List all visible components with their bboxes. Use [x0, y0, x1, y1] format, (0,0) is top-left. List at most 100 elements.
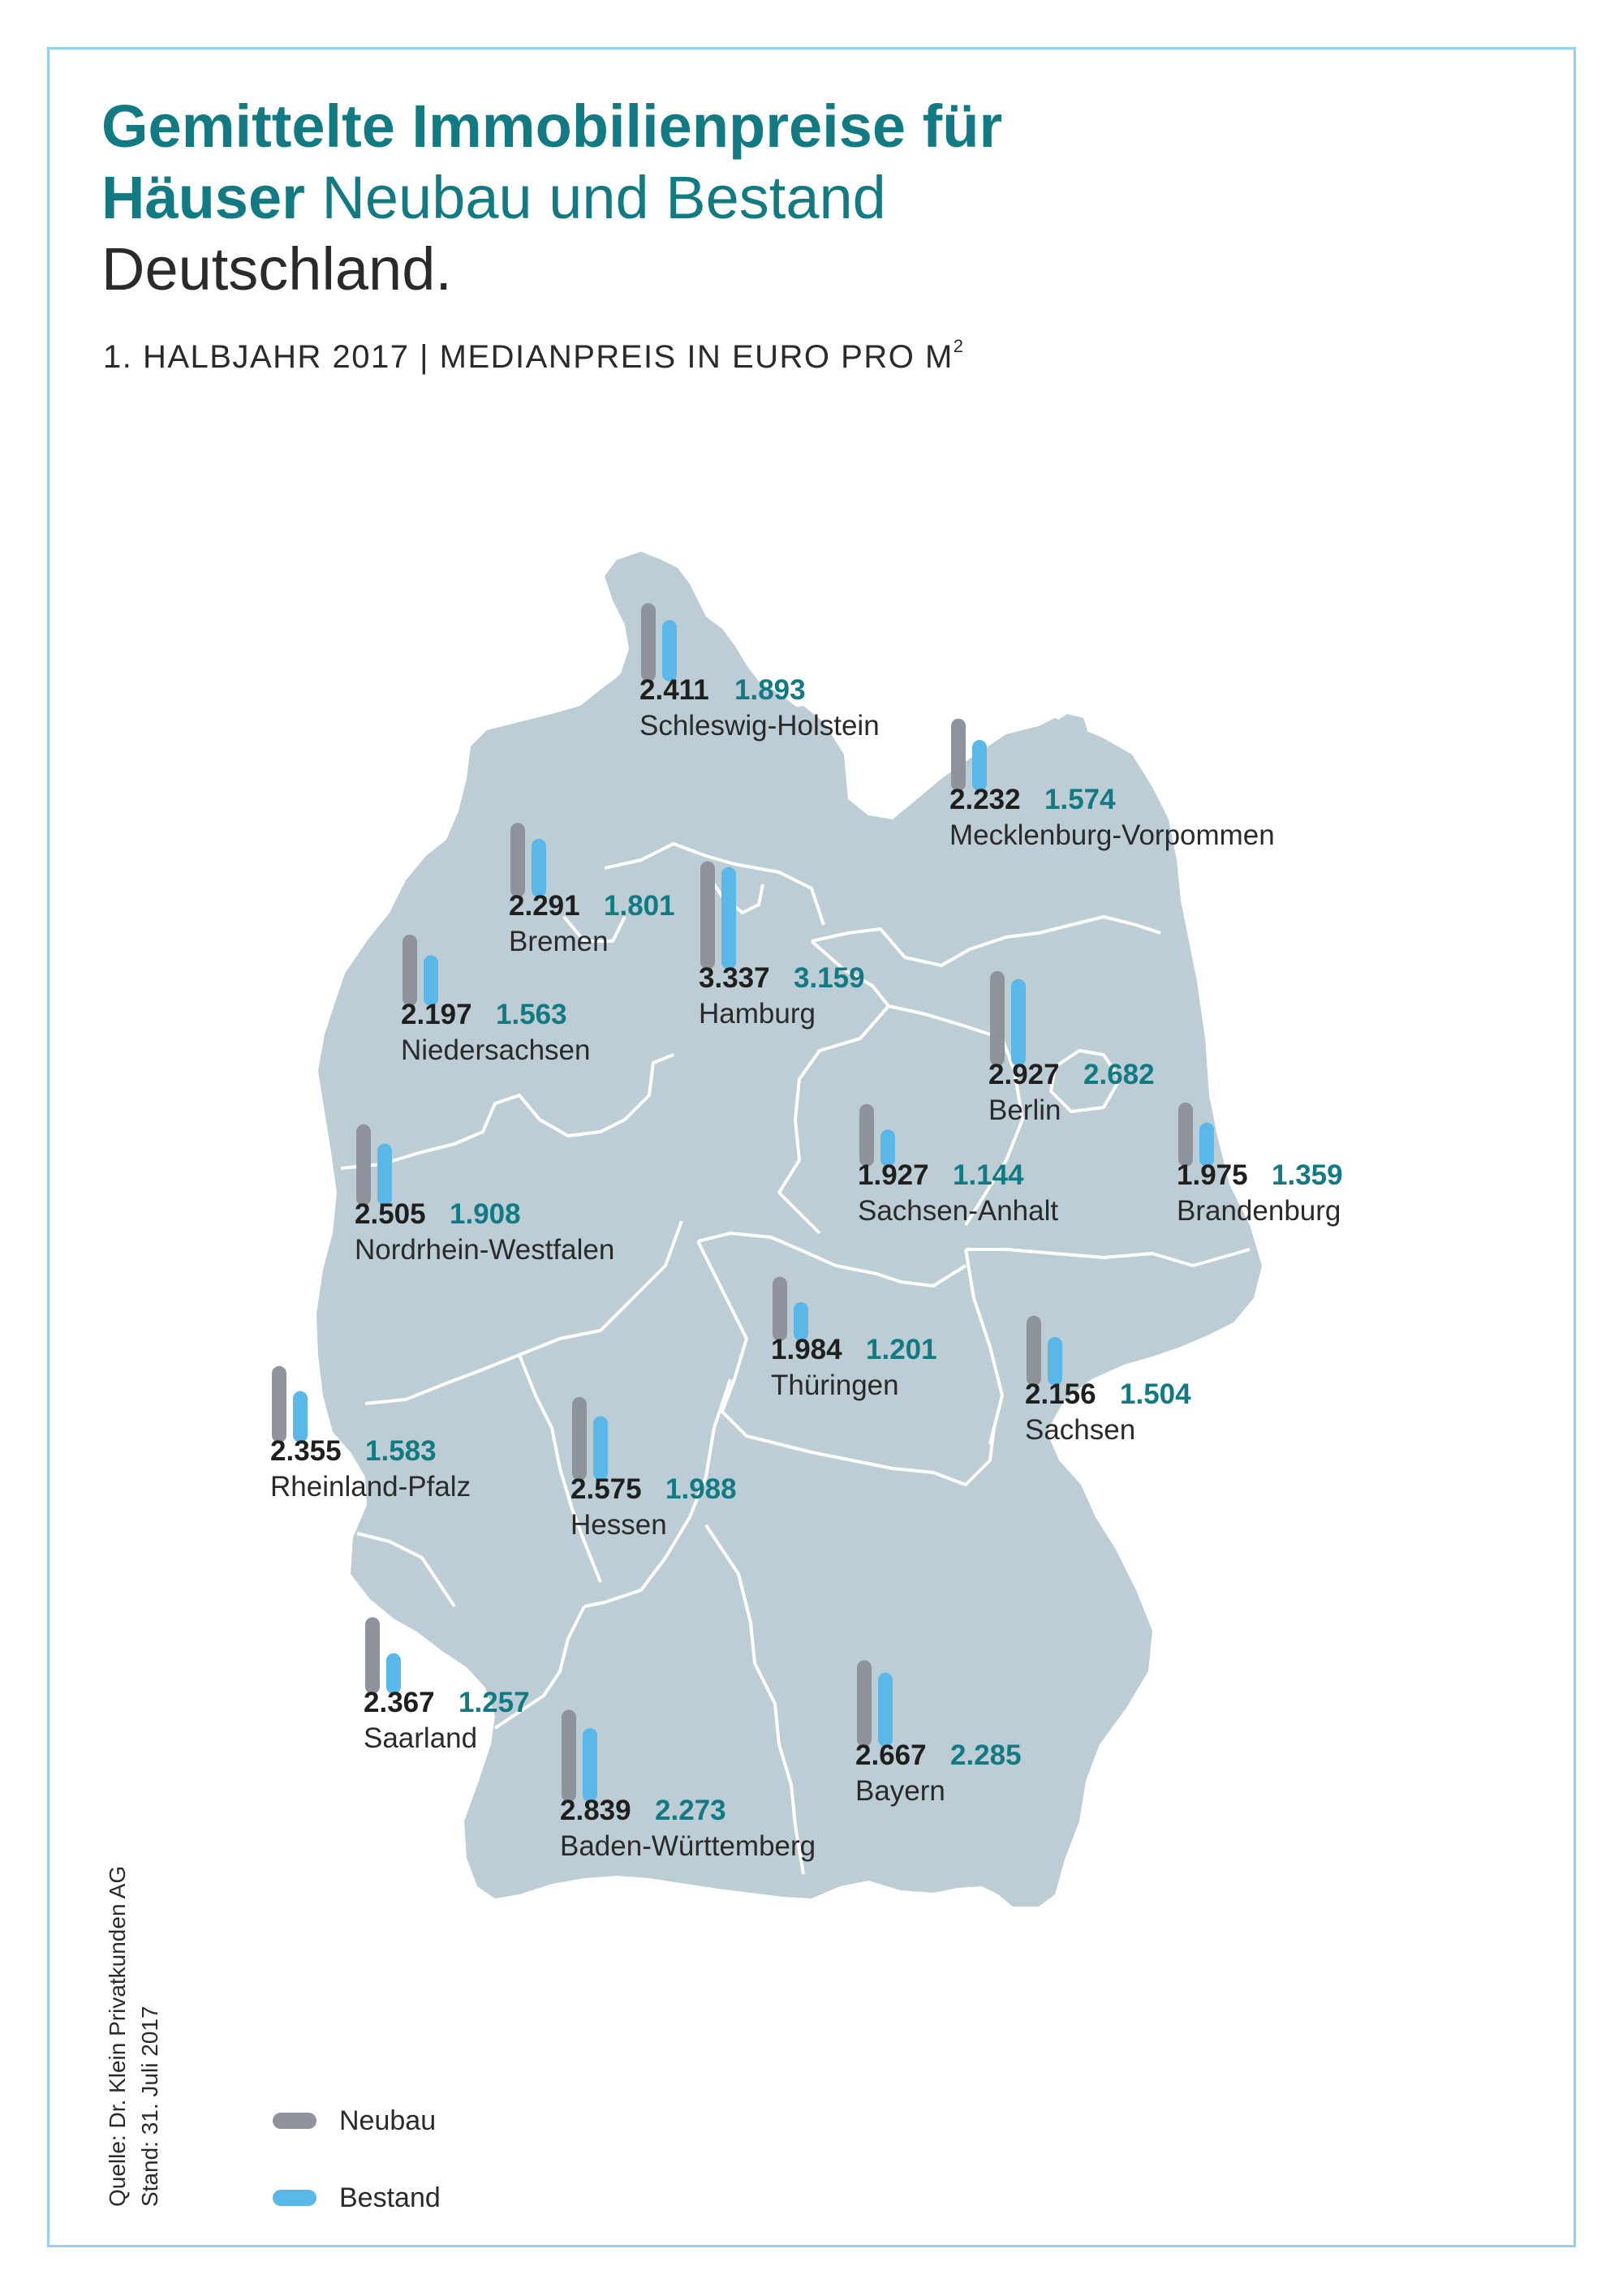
- region-label-baden-wuerttemberg: Baden-Württemberg: [560, 1830, 816, 1862]
- value-label-neubau-baden-wuerttemberg: 2.839: [560, 1795, 631, 1826]
- bar-bestand-rheinland-pfalz: [293, 1391, 308, 1443]
- bar-neubau-thueringen: [773, 1276, 787, 1341]
- region-label-rheinland-pfalz: Rheinland-Pfalz: [270, 1471, 471, 1503]
- bar-bestand-berlin: [1011, 978, 1026, 1066]
- bar-bestand-hamburg: [721, 866, 736, 970]
- value-label-bestand-niedersachsen: 1.563: [496, 999, 567, 1030]
- bar-bestand-niedersachsen: [424, 955, 438, 1006]
- page-title: Gemittelte Immobilienpreise für Häuser N…: [101, 91, 1002, 305]
- border-ni-st: [777, 939, 890, 1235]
- region-label-saarland: Saarland: [364, 1722, 477, 1754]
- border-bw-by: [704, 1524, 805, 1875]
- value-label-neubau-bayern: 2.667: [855, 1739, 927, 1771]
- source-line: Quelle: Dr. Klein Privatkunden AG: [105, 1865, 130, 2207]
- border-he-rp: [518, 1354, 602, 1583]
- region-group-mecklenburg-vorpommen: 2.232 1.574 Mecklenburg-Vorpommen: [949, 718, 1275, 851]
- bar-neubau-rheinland-pfalz: [272, 1365, 286, 1443]
- bar-bestand-saarland: [386, 1653, 401, 1694]
- subtitle: 1. HALBJAHR 2017 | MEDIANPREIS IN EURO P…: [103, 336, 965, 376]
- value-label-bestand-thueringen: 1.201: [866, 1334, 937, 1365]
- region-label-nordrhein-westfalen: Nordrhein-Westfalen: [355, 1234, 614, 1266]
- value-label-bestand-hessen: 1.988: [665, 1473, 737, 1505]
- region-label-bremen: Bremen: [509, 926, 609, 957]
- value-label-neubau-schleswig-holstein: 2.411: [639, 674, 709, 706]
- value-label-bestand-bremen: 1.801: [604, 890, 675, 922]
- border-hh: [704, 871, 764, 914]
- region-group-hamburg: 3.337 3.159 Hamburg: [699, 861, 865, 1030]
- bar-neubau-mecklenburg-vorpommen: [951, 718, 966, 791]
- legend-item-bestand: Bestand: [273, 2180, 441, 2216]
- region-label-schleswig-holstein: Schleswig-Holstein: [639, 710, 880, 742]
- source-note: Quelle: Dr. Klein Privatkunden AG Stand:…: [101, 1866, 166, 2207]
- border-mv: [811, 915, 1161, 967]
- value-label-neubau-thueringen: 1.984: [771, 1334, 842, 1365]
- bar-bestand-schleswig-holstein: [662, 620, 677, 681]
- region-group-saarland: 2.367 1.257 Saarland: [364, 1617, 530, 1754]
- legend-swatch-bestand: [273, 2190, 316, 2206]
- bar-bestand-bremen: [532, 838, 546, 897]
- value-label-neubau-brandenburg: 1.975: [1177, 1159, 1248, 1191]
- bar-neubau-brandenburg: [1178, 1103, 1193, 1167]
- region-group-hessen: 2.575 1.988 Hessen: [570, 1397, 737, 1541]
- bar-neubau-schleswig-holstein: [641, 603, 656, 681]
- value-label-bestand-bayern: 2.285: [950, 1739, 1022, 1771]
- region-label-sachsen: Sachsen: [1025, 1414, 1135, 1446]
- value-label-neubau-niedersachsen: 2.197: [401, 999, 472, 1030]
- bar-bestand-thueringen: [794, 1301, 808, 1341]
- value-label-neubau-sachsen-anhalt: 1.927: [858, 1159, 929, 1191]
- title-line-3: Deutschland.: [101, 235, 452, 303]
- bar-neubau-hessen: [572, 1397, 587, 1481]
- bar-bestand-mecklenburg-vorpommen: [972, 740, 987, 791]
- subtitle-text: 1. HALBJAHR 2017 | MEDIANPREIS IN EURO P…: [103, 339, 954, 375]
- region-group-schleswig-holstein: 2.411 1.893 Schleswig-Holstein: [639, 603, 880, 742]
- bar-bestand-baden-wuerttemberg: [583, 1728, 597, 1802]
- border-rp-bw: [493, 1606, 586, 1730]
- border-sh: [604, 842, 825, 926]
- value-label-bestand-sachsen-anhalt: 1.144: [953, 1159, 1024, 1191]
- title-line-1: Gemittelte Immobilienpreise für: [101, 92, 1003, 160]
- jutland-peninsula: [596, 552, 828, 742]
- region-group-baden-wuerttemberg: 2.839 2.273 Baden-Württemberg: [560, 1709, 816, 1862]
- value-label-neubau-hessen: 2.575: [570, 1473, 642, 1505]
- value-label-bestand-rheinland-pfalz: 1.583: [365, 1435, 437, 1467]
- bar-neubau-baden-wuerttemberg: [562, 1709, 576, 1802]
- region-label-mecklenburg-vorpommen: Mecklenburg-Vorpommen: [949, 819, 1275, 851]
- border-ni-nrw: [340, 1053, 674, 1170]
- border-rp-sl: [356, 1532, 456, 1608]
- region-label-niedersachsen: Niedersachsen: [401, 1034, 590, 1066]
- value-label-bestand-mecklenburg-vorpommen: 1.574: [1044, 784, 1116, 815]
- border-st-bb: [888, 1004, 1024, 1227]
- state-borders: [340, 842, 1251, 1875]
- value-label-neubau-sachsen: 2.156: [1025, 1378, 1096, 1410]
- legend-label-neubau: Neubau: [339, 2105, 437, 2136]
- bar-bestand-nordrhein-westfalen: [377, 1143, 392, 1206]
- border-he-th: [696, 1240, 996, 1486]
- region-group-sachsen-anhalt: 1.927 1.144 Sachsen-Anhalt: [858, 1103, 1058, 1227]
- ruegen-island: [1055, 714, 1087, 742]
- region-label-hamburg: Hamburg: [699, 998, 816, 1030]
- border-bb-sn: [966, 1248, 1251, 1267]
- region-group-sachsen: 2.156 1.504 Sachsen: [1025, 1315, 1191, 1446]
- region-label-sachsen-anhalt: Sachsen-Anhalt: [858, 1195, 1058, 1227]
- value-label-neubau-nordrhein-westfalen: 2.505: [355, 1198, 426, 1230]
- value-label-neubau-hamburg: 3.337: [699, 962, 770, 994]
- bar-neubau-niedersachsen: [403, 935, 417, 1006]
- value-label-neubau-saarland: 2.367: [364, 1687, 435, 1718]
- value-label-neubau-bremen: 2.291: [509, 890, 580, 922]
- bar-bestand-bayern: [878, 1672, 893, 1747]
- border-nrw-he: [364, 1220, 683, 1405]
- border-ni-th: [697, 1232, 800, 1251]
- date-line: Stand: 31. Juli 2017: [137, 2006, 162, 2207]
- bar-bestand-sachsen: [1048, 1336, 1062, 1386]
- title-line-2-bold: Häuser: [101, 164, 305, 231]
- value-label-bestand-nordrhein-westfalen: 1.908: [450, 1198, 521, 1230]
- value-label-bestand-schleswig-holstein: 1.893: [734, 674, 806, 706]
- bar-neubau-bremen: [510, 823, 525, 897]
- bar-neubau-bayern: [857, 1660, 872, 1747]
- bar-neubau-hamburg: [700, 861, 715, 970]
- bar-neubau-sachsen-anhalt: [859, 1103, 874, 1167]
- value-label-bestand-brandenburg: 1.359: [1272, 1159, 1343, 1191]
- region-group-thueringen: 1.984 1.201 Thüringen: [771, 1276, 937, 1401]
